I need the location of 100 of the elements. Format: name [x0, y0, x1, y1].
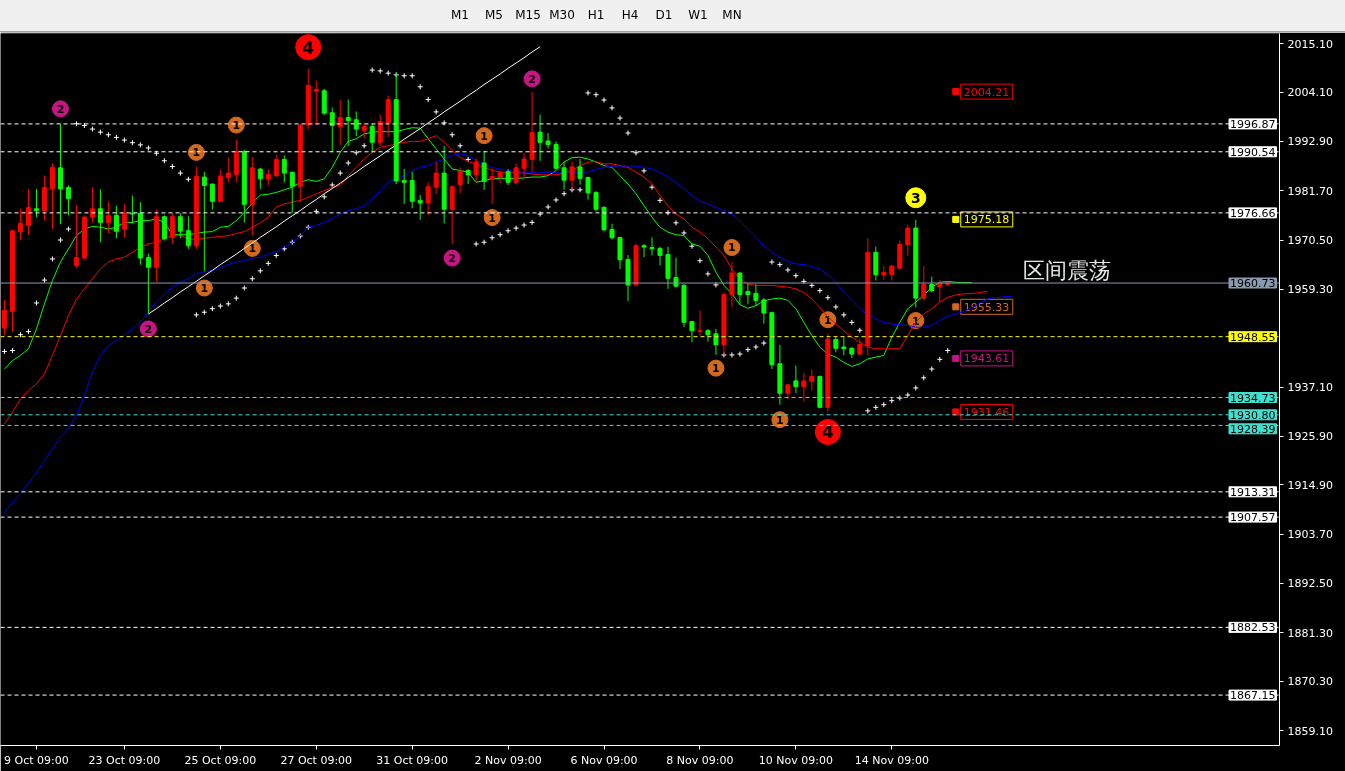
ref-line-label: 1976.66 — [1230, 206, 1276, 220]
candlestick — [761, 297, 767, 325]
candlestick — [905, 224, 911, 256]
candlestick — [753, 283, 759, 307]
candlestick — [113, 205, 119, 239]
text: 1 — [776, 413, 784, 427]
annotation: 区间震荡 — [1022, 258, 1111, 284]
text: 1 — [232, 119, 241, 133]
candlestick — [289, 171, 295, 214]
candlestick — [553, 140, 559, 170]
candlestick — [481, 150, 487, 191]
candlestick — [281, 154, 287, 183]
candlestick — [161, 214, 167, 241]
candlestick — [713, 328, 719, 356]
text: M1 — [450, 7, 470, 24]
candlestick — [841, 336, 847, 356]
data-label: 1975.18 — [963, 213, 1010, 227]
y-tick-label: 1903.70 — [1287, 528, 1333, 542]
x-tick-label: 23 Oct 09:00 — [88, 753, 161, 767]
ref-line-label: 1913.31 — [1230, 485, 1276, 499]
text: H4 — [620, 7, 640, 24]
x-tick-label: 2 Nov 09:00 — [474, 753, 542, 767]
y-tick-label: 1859.10 — [1287, 724, 1333, 738]
candlestick — [209, 183, 215, 211]
candlestick — [793, 365, 799, 394]
series-label: 1 — [488, 211, 496, 225]
text: MN — [721, 7, 743, 24]
y-tick-label: 1925.90 — [1287, 430, 1333, 444]
candlestick — [489, 167, 495, 205]
ref-line-label: 1990.54 — [1230, 145, 1276, 159]
ref-line-label: 1867.15 — [1230, 689, 1276, 703]
candlestick — [873, 246, 879, 282]
x-tick-label: 9 Oct 09:00 — [4, 753, 69, 767]
ref-line-label: 1934.73 — [1230, 391, 1276, 405]
candlestick — [65, 184, 71, 216]
candlestick — [497, 169, 503, 184]
candlestick — [169, 212, 175, 245]
candlestick — [745, 283, 751, 305]
text: H1 — [586, 7, 606, 24]
candlestick — [2, 299, 7, 336]
y-tick-label: 1914.90 — [1287, 478, 1333, 492]
candlestick — [897, 239, 903, 270]
data-label: 2004.21 — [963, 85, 1010, 99]
candlestick — [233, 139, 239, 183]
x-tick-label: 8 Nov 09:00 — [666, 753, 734, 767]
data-label: 1943.61 — [963, 352, 1010, 366]
candlestick — [185, 215, 191, 250]
ref-line-label: 1960.73 — [1230, 277, 1276, 291]
text: 1 — [480, 129, 488, 143]
text: D1 — [654, 7, 674, 24]
candlestick — [417, 194, 423, 221]
candlestick — [97, 188, 103, 243]
text: 2 — [144, 322, 153, 336]
candlestick — [17, 208, 23, 241]
candlestick — [225, 156, 231, 183]
candlestick — [513, 162, 519, 185]
candlestick — [465, 168, 471, 185]
candlestick — [809, 368, 815, 392]
text: 2 — [448, 252, 456, 266]
y-tick-label: 1870.30 — [1287, 675, 1333, 689]
candlestick — [617, 236, 623, 270]
ref-line-label: 1907.57 — [1230, 511, 1276, 525]
candlestick — [353, 110, 359, 137]
candlestick — [521, 152, 527, 179]
candlestick — [105, 201, 111, 234]
candlestick — [545, 132, 551, 149]
candlestick — [121, 203, 127, 238]
text: 2 — [56, 102, 65, 116]
x-tick-label: 25 Oct 09:00 — [184, 753, 257, 767]
y-tick-label: 1970.50 — [1287, 234, 1333, 248]
text: 1 — [824, 313, 832, 327]
x-tick-label: 31 Oct 09:00 — [376, 753, 449, 767]
candlestick — [689, 320, 695, 343]
data-label: 1931.46 — [963, 405, 1010, 419]
candlestick — [57, 123, 63, 225]
x-tick-label: 27 Oct 09:00 — [280, 753, 353, 767]
y-tick-label: 2015.10 — [1287, 37, 1333, 51]
series-label: 4 — [302, 37, 315, 58]
candlestick — [457, 166, 463, 194]
candlestick — [313, 80, 319, 126]
candlestick — [201, 171, 207, 272]
series-label: 2 — [528, 72, 536, 86]
candlestick — [401, 168, 407, 205]
text: W1 — [687, 7, 709, 24]
candlestick — [145, 253, 151, 315]
series-label: 3 — [910, 189, 921, 206]
text: 1 — [712, 362, 720, 376]
y-tick-label: 1981.70 — [1287, 184, 1333, 198]
candlestick — [561, 161, 567, 191]
ref-line-label: 1948.55 — [1230, 330, 1276, 344]
candlestick — [49, 162, 55, 230]
candlestick — [577, 158, 583, 186]
candlestick — [649, 236, 655, 256]
ref-line-label: 1928.39 — [1230, 422, 1276, 436]
candlestick — [601, 205, 607, 232]
candlestick — [705, 328, 711, 343]
text: M30 — [548, 7, 576, 24]
text: 1 — [192, 146, 201, 160]
candlestick — [729, 261, 735, 308]
ref-line-label: 1930.80 — [1230, 408, 1276, 422]
